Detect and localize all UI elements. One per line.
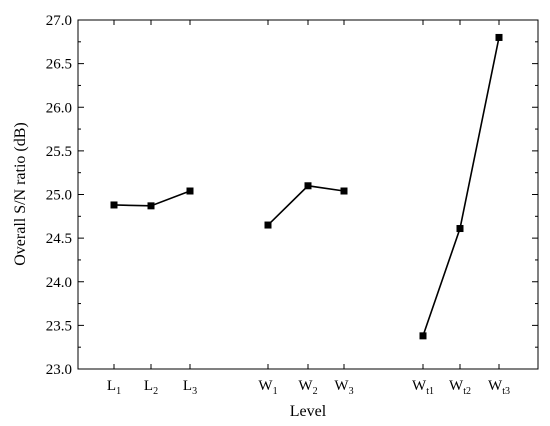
x-tick-label-sub: t2 xyxy=(463,386,471,397)
x-tick-label: L2 xyxy=(144,378,158,397)
x-tick-label: L3 xyxy=(183,378,197,397)
x-tick-label: L1 xyxy=(107,378,121,397)
x-tick-label-main: L xyxy=(144,378,153,394)
x-axis-ticks: L1 L2 L3 W1 W2 W3 Wt1 Wt2 Wt3 xyxy=(107,20,510,397)
x-tick-label: W1 xyxy=(258,378,277,397)
data-point-marker xyxy=(110,201,118,209)
x-tick-label-sub: t3 xyxy=(502,386,510,397)
data-point-marker xyxy=(495,33,503,41)
x-tick-label-sub: 2 xyxy=(313,386,318,397)
data-point-marker xyxy=(340,187,348,195)
x-tick-label-main: W xyxy=(334,378,349,394)
x-tick-label-main: W xyxy=(258,378,273,394)
x-tick-label-main: L xyxy=(183,378,192,394)
x-tick-label-main: W xyxy=(449,378,464,394)
y-tick-label: 26.0 xyxy=(46,100,72,116)
data-point-marker xyxy=(304,182,312,190)
x-tick-label-main: L xyxy=(107,378,116,394)
y-tick-label: 24.0 xyxy=(46,275,72,291)
y-tick-label: 25.0 xyxy=(46,188,72,204)
x-tick-label-main: W xyxy=(412,378,427,394)
x-tick-label-sub: t1 xyxy=(426,386,434,397)
x-axis-title: Level xyxy=(290,403,327,420)
data-point-marker xyxy=(147,202,155,210)
x-tick-label: Wt1 xyxy=(412,378,434,397)
y-tick-label: 25.5 xyxy=(46,144,72,160)
x-tick-label-sub: 3 xyxy=(192,386,197,397)
series-line-3 xyxy=(422,37,500,337)
data-point-marker xyxy=(419,332,427,340)
y-tick-label: 26.5 xyxy=(46,57,72,73)
x-tick-label-sub: 1 xyxy=(273,386,278,397)
x-tick-label: Wt2 xyxy=(449,378,471,397)
y-axis-ticks: 23.0 23.5 24.0 24.5 25.0 25.5 26.0 26.5 27.0 xyxy=(46,13,538,378)
data-point-marker xyxy=(264,221,272,229)
x-tick-label-main: W xyxy=(488,378,503,394)
x-tick-label-sub: 2 xyxy=(153,386,158,397)
series-lines xyxy=(110,33,503,340)
y-tick-label: 24.5 xyxy=(46,231,72,247)
y-tick-label: 27.0 xyxy=(46,13,72,29)
x-tick-label: W2 xyxy=(298,378,317,397)
y-axis-title: Overall S/N ratio (dB) xyxy=(12,122,29,266)
x-tick-label-sub: 3 xyxy=(349,386,354,397)
y-tick-label: 23.5 xyxy=(46,318,72,334)
series-line-2 xyxy=(267,184,345,226)
x-tick-label-main: W xyxy=(298,378,313,394)
y-tick-label: 23.0 xyxy=(46,362,72,378)
x-tick-label-sub: 1 xyxy=(116,386,121,397)
x-tick-label: Wt3 xyxy=(488,378,510,397)
x-tick-label: W3 xyxy=(334,378,353,397)
data-point-marker xyxy=(456,225,464,233)
data-point-marker xyxy=(186,187,194,195)
plot-frame xyxy=(77,19,539,370)
